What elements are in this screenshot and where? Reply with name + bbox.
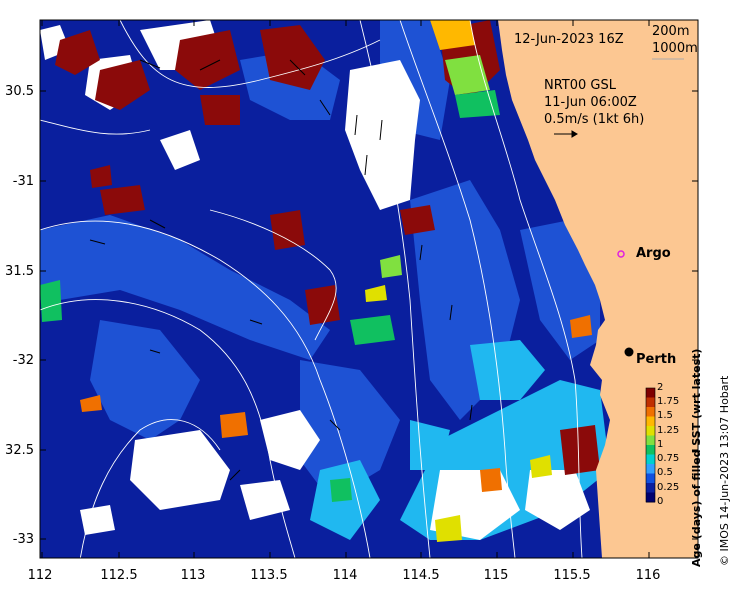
x-tick-label: 112.5: [100, 568, 138, 583]
colorbar-swatch: [646, 388, 655, 398]
y-tick-label: -31: [12, 174, 34, 189]
x-tick-label: 116: [635, 568, 661, 583]
colorbar-tick: 0.75: [657, 453, 680, 464]
contour-label-200m: 200m: [652, 24, 690, 39]
perth-marker[interactable]: [624, 347, 634, 357]
y-tick-label: 30.5: [5, 84, 34, 99]
colorbar-tick: 0: [657, 496, 664, 507]
colorbar-swatch: [646, 397, 655, 408]
colorbar-swatch: [646, 473, 655, 484]
argo-label: Argo: [636, 246, 671, 261]
colorbar-tick: 1.75: [657, 396, 680, 407]
colorbar-tick: 2: [657, 382, 664, 393]
colorbar-title: Age (days) of filled SST (wrt latest): [690, 348, 703, 567]
legend-arrow: [554, 130, 578, 138]
x-tick-label: 114: [332, 568, 358, 583]
x-tick-label: 112: [27, 568, 53, 583]
x-tick-label: 113: [180, 568, 206, 583]
x-tick-label: 115: [483, 568, 509, 583]
mid-age-patches: [40, 20, 592, 542]
colorbar-swatch: [646, 435, 655, 446]
colorbar-swatch: [646, 416, 655, 427]
colorbar-swatch: [646, 426, 655, 436]
colorbar-swatch: [646, 492, 655, 503]
current-source: NRT00 GSL: [544, 78, 616, 93]
current-vectors: [89, 59, 473, 481]
colorbar-swatch: [646, 464, 655, 474]
current-scale: 0.5m/s (1kt 6h): [544, 112, 645, 127]
perth-label: Perth: [636, 352, 677, 367]
colorbar-tick: 0.5: [657, 467, 673, 478]
y-tick-label: -33: [12, 532, 34, 547]
x-tick-label: 115.5: [553, 568, 591, 583]
y-tick-label: -32: [12, 353, 34, 368]
y-tick-label: 32.5: [5, 443, 34, 458]
colorbar-tick: 1: [657, 439, 664, 450]
y-tick-label: 31.5: [5, 264, 34, 279]
contour-label-1000m: 1000m: [652, 41, 698, 56]
colorbar-swatch: [646, 445, 655, 455]
colorbar-swatch: [646, 407, 655, 417]
colorbar-tick: 0.25: [657, 482, 680, 493]
colorbar-tick: 1.5: [657, 410, 673, 421]
credit-text: © IMOS 14-Jun-2023 13:07 Hobart: [718, 375, 731, 566]
colorbar-tick: 1.25: [657, 425, 680, 436]
isobath-contours: [40, 20, 583, 558]
colorbar-swatch: [646, 483, 655, 493]
x-tick-label: 113.5: [250, 568, 288, 583]
argo-marker[interactable]: [617, 250, 625, 258]
current-time: 11-Jun 06:00Z: [544, 95, 637, 110]
colorbar-swatch: [646, 454, 655, 465]
colorbar-frame: [645, 387, 656, 503]
colorbar: [645, 387, 656, 503]
x-tick-label: 114.5: [402, 568, 440, 583]
date-label: 12-Jun-2023 16Z: [514, 32, 624, 47]
